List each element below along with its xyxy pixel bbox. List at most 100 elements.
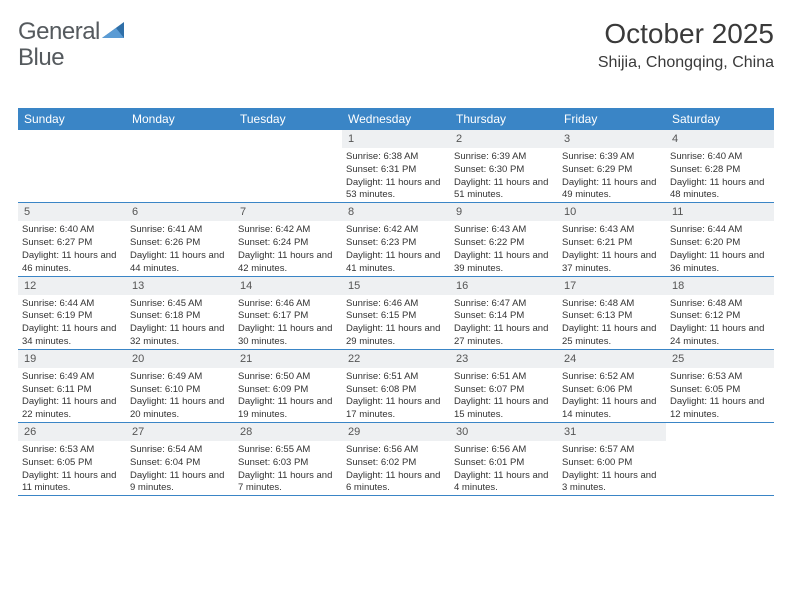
sunrise-text: Sunrise: 6:50 AM [234, 371, 342, 384]
sunset-text: Sunset: 6:02 PM [342, 457, 450, 470]
dayname-monday: Monday [126, 108, 234, 130]
calendar-cell-empty [18, 130, 126, 202]
calendar-cell: 18Sunrise: 6:48 AMSunset: 6:12 PMDayligh… [666, 277, 774, 349]
daylight-text: Daylight: 11 hours and 29 minutes. [342, 323, 450, 349]
calendar-cell: 8Sunrise: 6:42 AMSunset: 6:23 PMDaylight… [342, 203, 450, 275]
day-number: 7 [234, 203, 342, 221]
sunset-text: Sunset: 6:11 PM [18, 384, 126, 397]
sunrise-text: Sunrise: 6:40 AM [18, 224, 126, 237]
sunset-text: Sunset: 6:03 PM [234, 457, 342, 470]
daylight-text: Daylight: 11 hours and 6 minutes. [342, 470, 450, 496]
day-number: 24 [558, 350, 666, 368]
sunset-text: Sunset: 6:26 PM [126, 237, 234, 250]
sunrise-text: Sunrise: 6:52 AM [558, 371, 666, 384]
sunset-text: Sunset: 6:10 PM [126, 384, 234, 397]
calendar-cell: 14Sunrise: 6:46 AMSunset: 6:17 PMDayligh… [234, 277, 342, 349]
sunrise-text: Sunrise: 6:56 AM [450, 444, 558, 457]
sunset-text: Sunset: 6:28 PM [666, 164, 774, 177]
sunset-text: Sunset: 6:23 PM [342, 237, 450, 250]
title-block: October 2025 Shijia, Chongqing, China [598, 18, 774, 72]
daylight-text: Daylight: 11 hours and 49 minutes. [558, 177, 666, 203]
week-row: 1Sunrise: 6:38 AMSunset: 6:31 PMDaylight… [18, 130, 774, 203]
sunrise-text: Sunrise: 6:42 AM [342, 224, 450, 237]
header-row: General October 2025 Shijia, Chongqing, … [18, 18, 774, 72]
brand-logo: General [18, 18, 126, 46]
sunset-text: Sunset: 6:19 PM [18, 310, 126, 323]
day-number: 18 [666, 277, 774, 295]
sunrise-text: Sunrise: 6:43 AM [450, 224, 558, 237]
day-number: 5 [18, 203, 126, 221]
calendar-cell: 24Sunrise: 6:52 AMSunset: 6:06 PMDayligh… [558, 350, 666, 422]
sunrise-text: Sunrise: 6:39 AM [558, 151, 666, 164]
daylight-text: Daylight: 11 hours and 24 minutes. [666, 323, 774, 349]
sunrise-text: Sunrise: 6:44 AM [666, 224, 774, 237]
calendar-cell: 3Sunrise: 6:39 AMSunset: 6:29 PMDaylight… [558, 130, 666, 202]
dayname-friday: Friday [558, 108, 666, 130]
sunset-text: Sunset: 6:08 PM [342, 384, 450, 397]
calendar-cell: 10Sunrise: 6:43 AMSunset: 6:21 PMDayligh… [558, 203, 666, 275]
calendar-cell: 17Sunrise: 6:48 AMSunset: 6:13 PMDayligh… [558, 277, 666, 349]
day-number: 1 [342, 130, 450, 148]
sunrise-text: Sunrise: 6:46 AM [234, 298, 342, 311]
calendar-cell: 29Sunrise: 6:56 AMSunset: 6:02 PMDayligh… [342, 423, 450, 495]
sunset-text: Sunset: 6:30 PM [450, 164, 558, 177]
daylight-text: Daylight: 11 hours and 44 minutes. [126, 250, 234, 276]
daylight-text: Daylight: 11 hours and 25 minutes. [558, 323, 666, 349]
sunrise-text: Sunrise: 6:38 AM [342, 151, 450, 164]
daylight-text: Daylight: 11 hours and 48 minutes. [666, 177, 774, 203]
calendar-cell: 20Sunrise: 6:49 AMSunset: 6:10 PMDayligh… [126, 350, 234, 422]
day-number: 20 [126, 350, 234, 368]
week-row: 26Sunrise: 6:53 AMSunset: 6:05 PMDayligh… [18, 423, 774, 496]
day-number: 10 [558, 203, 666, 221]
sunrise-text: Sunrise: 6:56 AM [342, 444, 450, 457]
day-number: 6 [126, 203, 234, 221]
daylight-text: Daylight: 11 hours and 11 minutes. [18, 470, 126, 496]
sunrise-text: Sunrise: 6:39 AM [450, 151, 558, 164]
brand-name-2: Blue [18, 44, 64, 72]
day-number: 23 [450, 350, 558, 368]
week-row: 19Sunrise: 6:49 AMSunset: 6:11 PMDayligh… [18, 350, 774, 423]
sunrise-text: Sunrise: 6:43 AM [558, 224, 666, 237]
calendar-cell: 1Sunrise: 6:38 AMSunset: 6:31 PMDaylight… [342, 130, 450, 202]
sunset-text: Sunset: 6:31 PM [342, 164, 450, 177]
month-title: October 2025 [598, 18, 774, 50]
calendar-cell-empty [234, 130, 342, 202]
day-number [18, 130, 126, 148]
sunset-text: Sunset: 6:14 PM [450, 310, 558, 323]
day-number: 8 [342, 203, 450, 221]
daylight-text: Daylight: 11 hours and 27 minutes. [450, 323, 558, 349]
calendar: SundayMondayTuesdayWednesdayThursdayFrid… [18, 108, 774, 496]
calendar-cell-empty [666, 423, 774, 495]
sunset-text: Sunset: 6:20 PM [666, 237, 774, 250]
calendar-cell: 16Sunrise: 6:47 AMSunset: 6:14 PMDayligh… [450, 277, 558, 349]
sunrise-text: Sunrise: 6:45 AM [126, 298, 234, 311]
day-number: 2 [450, 130, 558, 148]
daylight-text: Daylight: 11 hours and 20 minutes. [126, 396, 234, 422]
daylight-text: Daylight: 11 hours and 42 minutes. [234, 250, 342, 276]
daylight-text: Daylight: 11 hours and 51 minutes. [450, 177, 558, 203]
calendar-cell: 15Sunrise: 6:46 AMSunset: 6:15 PMDayligh… [342, 277, 450, 349]
sunrise-text: Sunrise: 6:55 AM [234, 444, 342, 457]
sunrise-text: Sunrise: 6:53 AM [18, 444, 126, 457]
dayname-sunday: Sunday [18, 108, 126, 130]
sunrise-text: Sunrise: 6:41 AM [126, 224, 234, 237]
daylight-text: Daylight: 11 hours and 7 minutes. [234, 470, 342, 496]
daylight-text: Daylight: 11 hours and 14 minutes. [558, 396, 666, 422]
sunset-text: Sunset: 6:24 PM [234, 237, 342, 250]
day-number: 26 [18, 423, 126, 441]
sunrise-text: Sunrise: 6:42 AM [234, 224, 342, 237]
sunrise-text: Sunrise: 6:54 AM [126, 444, 234, 457]
sunrise-text: Sunrise: 6:57 AM [558, 444, 666, 457]
daylight-text: Daylight: 11 hours and 32 minutes. [126, 323, 234, 349]
sunset-text: Sunset: 6:04 PM [126, 457, 234, 470]
week-row: 12Sunrise: 6:44 AMSunset: 6:19 PMDayligh… [18, 277, 774, 350]
location-label: Shijia, Chongqing, China [598, 54, 774, 72]
day-number: 19 [18, 350, 126, 368]
calendar-cell: 13Sunrise: 6:45 AMSunset: 6:18 PMDayligh… [126, 277, 234, 349]
day-number: 31 [558, 423, 666, 441]
sunrise-text: Sunrise: 6:46 AM [342, 298, 450, 311]
sunrise-text: Sunrise: 6:44 AM [18, 298, 126, 311]
calendar-cell: 19Sunrise: 6:49 AMSunset: 6:11 PMDayligh… [18, 350, 126, 422]
sunrise-text: Sunrise: 6:47 AM [450, 298, 558, 311]
calendar-cell: 11Sunrise: 6:44 AMSunset: 6:20 PMDayligh… [666, 203, 774, 275]
